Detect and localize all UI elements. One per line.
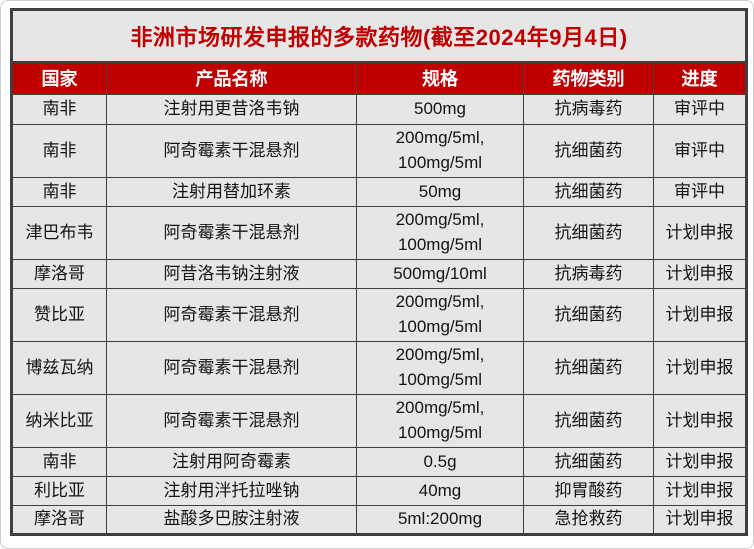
cell-status: 计划申报 [652, 394, 748, 448]
cell-status: 计划申报 [652, 259, 748, 289]
table-row: 摩洛哥 盐酸多巴胺注射液 5ml:200mg 急抢救药 计划申报 [11, 505, 748, 535]
title-row: 非洲市场研发申报的多款药物(截至2024年9月4日) [10, 9, 748, 63]
cell-status: 计划申报 [652, 341, 748, 395]
table-row: 摩洛哥 阿昔洛韦钠注射液 500mg/10ml 抗病毒药 计划申报 [11, 259, 748, 289]
cell-status: 计划申报 [652, 206, 748, 260]
cell-category: 抗细菌药 [523, 447, 654, 477]
header-row: 国家 产品名称 规格 药物类别 进度 [11, 61, 748, 95]
cell-status: 计划申报 [652, 447, 748, 477]
cell-category: 抗细菌药 [523, 341, 654, 395]
cell-spec: 0.5g [356, 447, 524, 477]
table-title: 非洲市场研发申报的多款药物(截至2024年9月4日) [10, 9, 748, 63]
cell-product: 阿奇霉素干混悬剂 [106, 288, 357, 342]
cell-country: 纳米比亚 [11, 394, 107, 448]
table-row: 利比亚 注射用泮托拉唑钠 40mg 抑胃酸药 计划申报 [11, 476, 748, 506]
cell-spec: 200mg/5ml, 100mg/5ml [356, 124, 524, 178]
cell-country: 摩洛哥 [11, 505, 107, 535]
cell-category: 抗细菌药 [523, 124, 654, 178]
cell-country: 博兹瓦纳 [11, 341, 107, 395]
cell-category: 抗细菌药 [523, 177, 654, 207]
cell-spec: 200mg/5ml, 100mg/5ml [356, 394, 524, 448]
column-header-spec: 规格 [356, 61, 524, 95]
cell-product: 阿奇霉素干混悬剂 [106, 124, 357, 178]
cell-category: 抗病毒药 [523, 259, 654, 289]
column-header-category: 药物类别 [523, 61, 654, 95]
cell-product: 注射用替加环素 [106, 177, 357, 207]
cell-category: 抑胃酸药 [523, 476, 654, 506]
cell-status: 计划申报 [652, 476, 748, 506]
column-header-status: 进度 [652, 61, 748, 95]
cell-product: 阿昔洛韦钠注射液 [106, 259, 357, 289]
cell-spec: 5ml:200mg [356, 505, 524, 535]
cell-status: 审评中 [652, 94, 748, 125]
africa-drug-filing-table: 非洲市场研发申报的多款药物(截至2024年9月4日) 国家 产品名称 规格 药物… [10, 8, 749, 536]
table-row: 南非 阿奇霉素干混悬剂 200mg/5ml, 100mg/5ml 抗细菌药 审评… [11, 124, 748, 178]
cell-category: 抗细菌药 [523, 394, 654, 448]
table-row: 南非 注射用阿奇霉素 0.5g 抗细菌药 计划申报 [11, 447, 748, 477]
cell-country: 南非 [11, 124, 107, 178]
cell-status: 计划申报 [652, 505, 748, 535]
cell-country: 赞比亚 [11, 288, 107, 342]
table-row: 南非 注射用替加环素 50mg 抗细菌药 审评中 [11, 177, 748, 207]
cell-spec: 50mg [356, 177, 524, 207]
cell-product: 阿奇霉素干混悬剂 [106, 341, 357, 395]
cell-product: 盐酸多巴胺注射液 [106, 505, 357, 535]
cell-product: 阿奇霉素干混悬剂 [106, 206, 357, 260]
table-row: 南非 注射用更昔洛韦钠 500mg 抗病毒药 审评中 [11, 94, 748, 125]
cell-category: 抗细菌药 [523, 206, 654, 260]
cell-spec: 40mg [356, 476, 524, 506]
table-row: 赞比亚 阿奇霉素干混悬剂 200mg/5ml, 100mg/5ml 抗细菌药 计… [11, 288, 748, 342]
cell-country: 南非 [11, 94, 107, 125]
cell-country: 南非 [11, 447, 107, 477]
cell-country: 摩洛哥 [11, 259, 107, 289]
cell-status: 审评中 [652, 124, 748, 178]
cell-country: 津巴布韦 [11, 206, 107, 260]
table-row: 津巴布韦 阿奇霉素干混悬剂 200mg/5ml, 100mg/5ml 抗细菌药 … [11, 206, 748, 260]
table-row: 纳米比亚 阿奇霉素干混悬剂 200mg/5ml, 100mg/5ml 抗细菌药 … [11, 394, 748, 448]
cell-spec: 200mg/5ml, 100mg/5ml [356, 288, 524, 342]
cell-spec: 500mg [356, 94, 524, 125]
cell-product: 注射用泮托拉唑钠 [106, 476, 357, 506]
cell-product: 注射用阿奇霉素 [106, 447, 357, 477]
cell-country: 南非 [11, 177, 107, 207]
cell-category: 抗细菌药 [523, 288, 654, 342]
cell-spec: 200mg/5ml, 100mg/5ml [356, 341, 524, 395]
cell-spec: 500mg/10ml [356, 259, 524, 289]
cell-category: 抗病毒药 [523, 94, 654, 125]
table-row: 博兹瓦纳 阿奇霉素干混悬剂 200mg/5ml, 100mg/5ml 抗细菌药 … [11, 341, 748, 395]
column-header-country: 国家 [11, 61, 107, 95]
cell-category: 急抢救药 [523, 505, 654, 535]
column-header-product: 产品名称 [106, 61, 357, 95]
cell-product: 阿奇霉素干混悬剂 [106, 394, 357, 448]
cell-spec: 200mg/5ml, 100mg/5ml [356, 206, 524, 260]
cell-country: 利比亚 [11, 476, 107, 506]
cell-status: 审评中 [652, 177, 748, 207]
cell-product: 注射用更昔洛韦钠 [106, 94, 357, 125]
cell-status: 计划申报 [652, 288, 748, 342]
